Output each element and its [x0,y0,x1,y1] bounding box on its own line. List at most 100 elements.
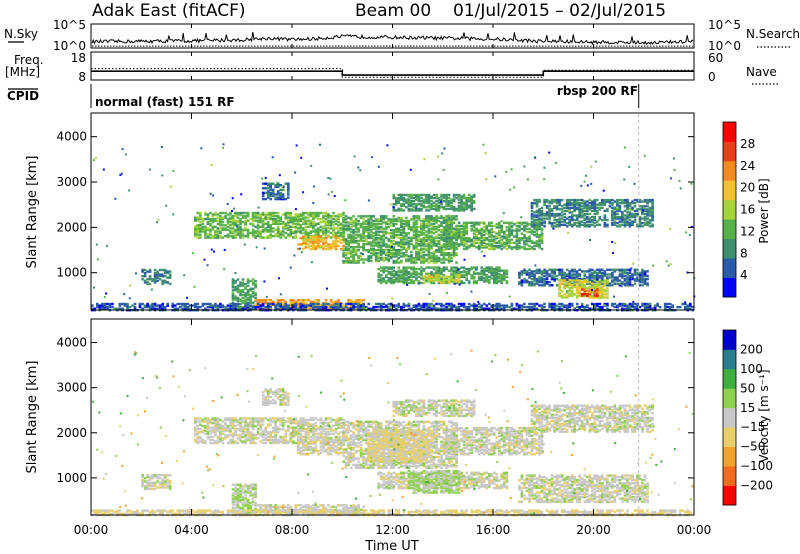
range-cell [593,198,597,202]
range-cell [586,203,589,206]
range-cell [412,216,416,220]
range-cell [379,253,383,257]
range-cell [357,261,360,264]
range-cell [266,224,270,227]
range-cell [367,302,370,306]
range-cell [648,222,652,225]
range-cell [259,307,262,310]
range-cell [598,215,602,219]
range-cell [271,222,275,225]
range-cell [628,215,632,219]
range-cell [352,229,355,232]
range-cell [259,225,262,228]
range-cell [402,275,406,278]
range-cell [299,305,303,309]
range-cell [91,304,94,307]
range-cell [493,230,496,234]
range-cell [467,237,471,240]
range-cell [302,241,305,244]
range-cell [349,307,353,310]
range-cell [289,307,293,310]
range-cell [196,224,200,227]
range-cell [493,269,496,272]
range-cell [608,273,612,276]
range-cell [427,221,431,224]
range-cell [626,215,629,219]
range-cell [565,291,569,295]
range-cell [500,269,504,272]
range-cell [304,238,308,241]
range-cell [427,280,431,283]
range-cell [626,276,629,279]
range-cell [482,238,486,241]
range-cell [372,215,375,218]
range-cell [593,209,597,213]
range-cell [596,209,599,213]
range-cell [276,219,280,222]
range-cell [646,302,649,306]
range-cell [575,203,579,206]
range-cell [332,227,335,230]
range-cell [367,250,370,253]
range-cell [553,222,556,225]
range-cell [558,200,561,203]
range-cell [347,225,350,229]
range-cell [420,193,423,197]
range-cell [294,231,298,235]
range-cell [523,302,526,306]
range-cell [626,206,629,209]
range-cell [618,302,622,306]
range-cell [339,302,343,306]
range-cell [626,200,629,203]
range-cell [626,202,629,205]
range-cell [229,230,232,233]
range-cell [518,244,521,248]
range-cell [528,302,531,306]
range-cell [259,299,262,302]
range-cell [591,296,594,299]
range-cell [578,220,581,223]
range-cell [269,182,272,185]
range-cell [498,241,501,244]
range-cell [646,304,649,307]
range-cell [631,305,634,309]
range-cell [349,216,353,220]
range-cell [392,280,396,283]
range-cell [611,214,614,217]
range-cell [500,227,504,231]
range-cell [146,281,149,284]
range-cell [400,241,403,244]
range-cell [337,217,340,221]
range-cell [472,226,476,229]
range-cell [422,267,426,271]
range-cell [259,219,262,222]
range-cell [425,219,428,223]
range-cell [410,200,413,203]
range-cell [385,249,388,252]
range-cell [402,247,406,250]
range-cell [407,236,411,240]
range-cell [319,246,323,249]
range-cell [651,225,654,228]
range-cell [631,214,634,217]
range-cell [535,203,539,206]
range-cell [307,299,310,302]
range-cell [382,239,385,243]
range-cell [616,208,619,211]
range-cell [616,276,619,279]
range-cell [518,305,521,309]
range-cell [312,241,315,244]
range-cell [450,280,453,283]
range-cell [120,172,123,175]
range-cell [613,270,617,273]
range-cell [211,221,215,224]
range-cell [322,211,325,215]
range-cell [578,212,581,216]
range-cell [405,266,408,269]
range-cell [420,230,423,233]
range-cell [623,222,627,225]
range-cell [259,300,262,303]
range-cell [538,218,541,222]
range-cell [307,234,310,238]
range-cell [339,224,343,227]
